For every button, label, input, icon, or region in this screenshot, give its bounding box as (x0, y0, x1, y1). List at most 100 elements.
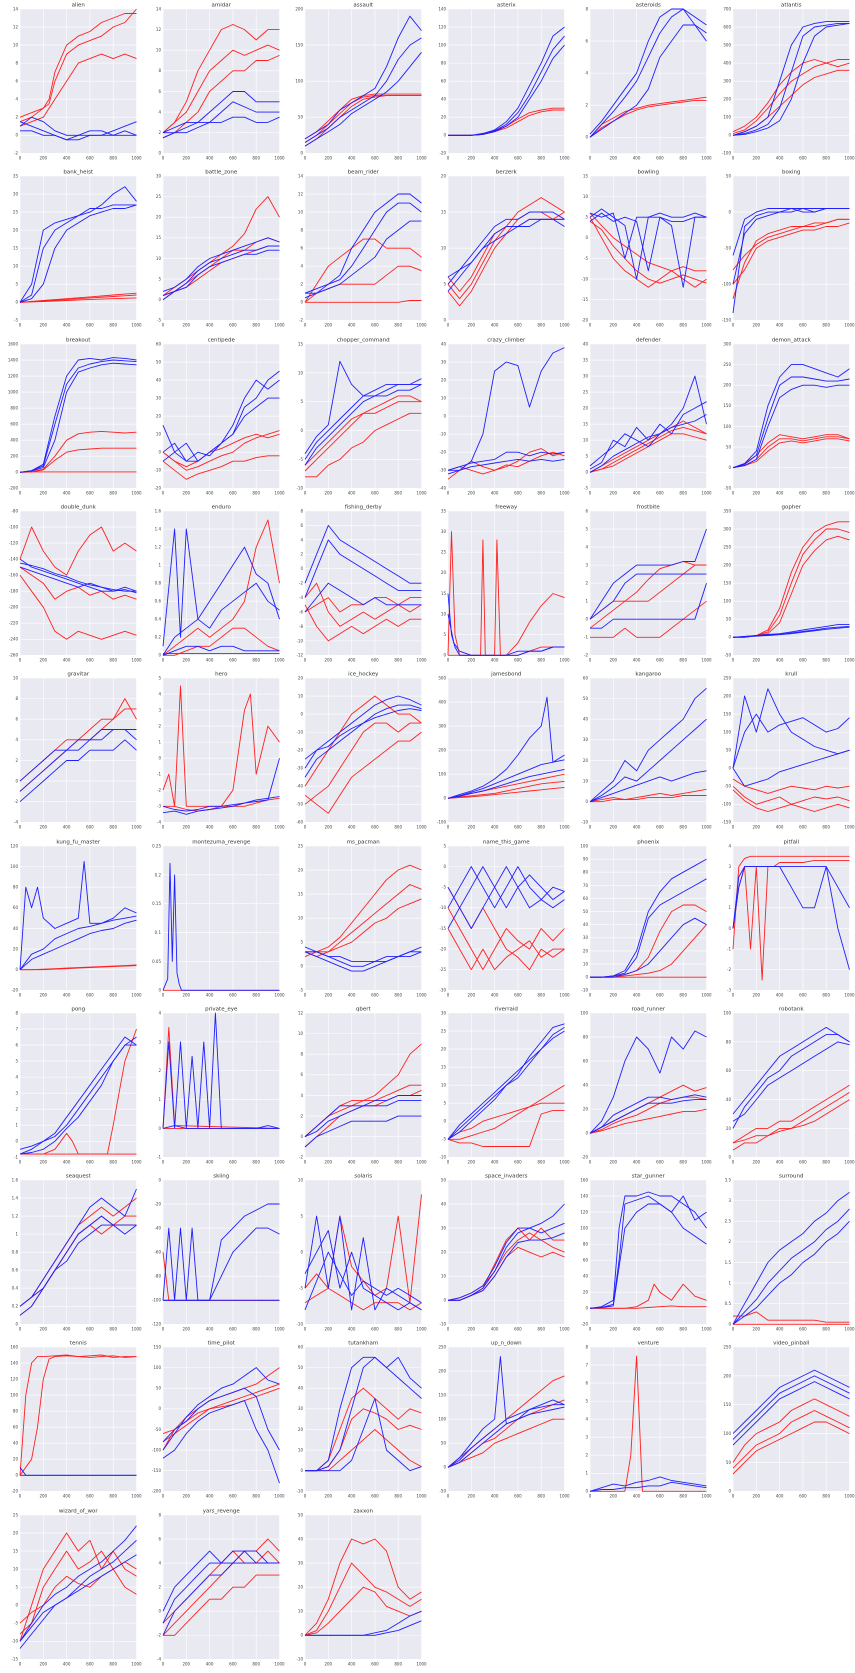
y-tick-label: 0.8 (154, 580, 161, 585)
y-tick-label: 10 (440, 611, 446, 616)
x-tick-label: 0 (589, 657, 592, 662)
series-line-blue-6 (20, 130, 137, 141)
y-tick-label: 400 (10, 437, 18, 442)
x-tick-label: 0 (589, 490, 592, 495)
y-tick-label: -10 (581, 987, 588, 992)
x-tick-label: 600 (514, 490, 522, 495)
y-tick-label: 0.1 (154, 929, 161, 934)
chart-title: bowling (638, 170, 659, 176)
x-tick-label: 1000 (559, 1159, 570, 1164)
x-tick-label: 200 (39, 490, 47, 495)
y-tick-label: 8 (15, 61, 18, 66)
y-tick-label: 14 (298, 174, 304, 179)
y-tick-label: -20 (11, 987, 18, 992)
x-tick-label: 600 (229, 1661, 237, 1666)
y-tick-label: -10 (296, 1656, 303, 1661)
chart-name_this_game: -30 -25 -20 -15 -10 -5 0 5 0 200 400 600 800 1000 name… (439, 839, 570, 997)
series-line-red-1 (447, 927, 564, 970)
y-tick-label: 20 (440, 174, 446, 179)
y-tick-label: 0 (15, 967, 18, 972)
x-tick-label: 800 (822, 323, 830, 328)
x-tick-label: 400 (348, 323, 356, 328)
chart-title: road_runner (632, 1006, 666, 1012)
y-tick-label: 70 (583, 882, 589, 887)
x-tick-label: 1000 (701, 824, 712, 829)
y-tick-label: 15 (298, 891, 304, 896)
x-tick-label: 600 (656, 1159, 664, 1164)
y-tick-label: 4 (158, 692, 161, 697)
x-tick-label: 800 (679, 1159, 687, 1164)
y-tick-label: 10 (13, 42, 19, 47)
x-tick-label: 200 (609, 992, 617, 997)
y-tick-label: 35 (440, 508, 446, 513)
series-line-blue-4 (447, 696, 565, 799)
y-tick-label: 20 (13, 1457, 19, 1462)
plot-area (305, 1012, 422, 1158)
chart-title: centipede (207, 337, 235, 343)
y-tick-label: 2 (15, 1106, 18, 1111)
x-tick-label: 800 (394, 824, 402, 829)
y-tick-label: 25 (13, 1512, 19, 1517)
y-tick-label: -100 (151, 1298, 161, 1303)
x-tick-label: 400 (348, 824, 356, 829)
x-tick-label: 200 (752, 1159, 760, 1164)
series-line-red-2 (304, 1287, 422, 1311)
y-tick-label: 1 (585, 1471, 588, 1476)
y-tick-label: 6 (300, 1072, 303, 1077)
series-line-blue-6 (732, 384, 849, 468)
x-tick-label: 800 (679, 155, 687, 160)
x-tick-label: 400 (63, 1494, 71, 1499)
y-tick-label: 4 (15, 1074, 18, 1079)
y-tick-label: 3 (728, 864, 731, 869)
series-line-red-1 (732, 855, 849, 949)
series-line-blue-6 (19, 562, 137, 592)
x-tick-label: 600 (229, 824, 237, 829)
chart-title: solaris (354, 1174, 372, 1180)
y-tick-label: 5 (300, 1214, 303, 1219)
y-tick-label: 1.4 (154, 526, 161, 531)
y-tick-label: 5 (443, 1100, 446, 1105)
series-line-blue-6 (305, 1398, 422, 1472)
y-tick-label: 8 (158, 68, 161, 73)
y-tick-label: 1.2 (154, 544, 161, 549)
y-tick-label: 500 (723, 42, 731, 47)
series-line-red-2 (19, 574, 137, 640)
y-tick-label: 800 (10, 405, 18, 410)
y-tick-label: 8 (300, 1051, 303, 1056)
plot-area (162, 678, 279, 823)
x-tick-label: 1000 (131, 992, 142, 997)
y-tick-label: 0 (443, 864, 446, 869)
series-line-blue-5 (19, 204, 137, 303)
y-tick-label: 250 (438, 1345, 446, 1350)
chart-bowling: -20 -15 -10 -5 0 5 10 15 0 200 400 600 800 1000 bowlin… (581, 170, 712, 328)
y-tick-label: 150 (438, 1393, 446, 1398)
series-line-red-1 (589, 789, 707, 803)
y-tick-label: 100 (580, 1226, 588, 1231)
y-tick-label: 14 (13, 6, 19, 11)
x-tick-label: 0 (446, 1326, 449, 1331)
series-line-red-2 (589, 99, 707, 138)
series-line-blue-5 (162, 245, 279, 297)
x-tick-label: 200 (467, 657, 475, 662)
x-tick-label: 400 (63, 1661, 71, 1666)
series-line-blue-5 (19, 558, 137, 594)
y-tick-label: 3 (585, 1435, 588, 1440)
x-tick-label: 200 (324, 657, 332, 662)
series-line-blue-6 (305, 950, 422, 962)
series-line-red-2 (732, 222, 850, 285)
y-tick-label: 80 (583, 1242, 589, 1247)
x-tick-label: 0 (161, 1159, 164, 1164)
x-tick-label: 200 (324, 490, 332, 495)
chart-enduro: 0 0.2 0.4 0.6 0.8 1 1.2 1.4 1.6 0 200 400 600 800 1000… (154, 504, 284, 662)
y-tick-label: -15 (11, 1656, 18, 1661)
y-tick-label: -220 (9, 621, 19, 626)
y-tick-label: 1.6 (154, 508, 161, 513)
y-tick-label: -10 (439, 905, 446, 910)
y-tick-label: -180 (9, 588, 19, 593)
x-tick-label: 800 (394, 1661, 402, 1666)
y-tick-label: 50 (298, 1365, 304, 1370)
y-tick-label: -150 (151, 1468, 161, 1473)
series-line-red-2 (732, 778, 850, 795)
y-tick-label: -240 (9, 637, 19, 642)
